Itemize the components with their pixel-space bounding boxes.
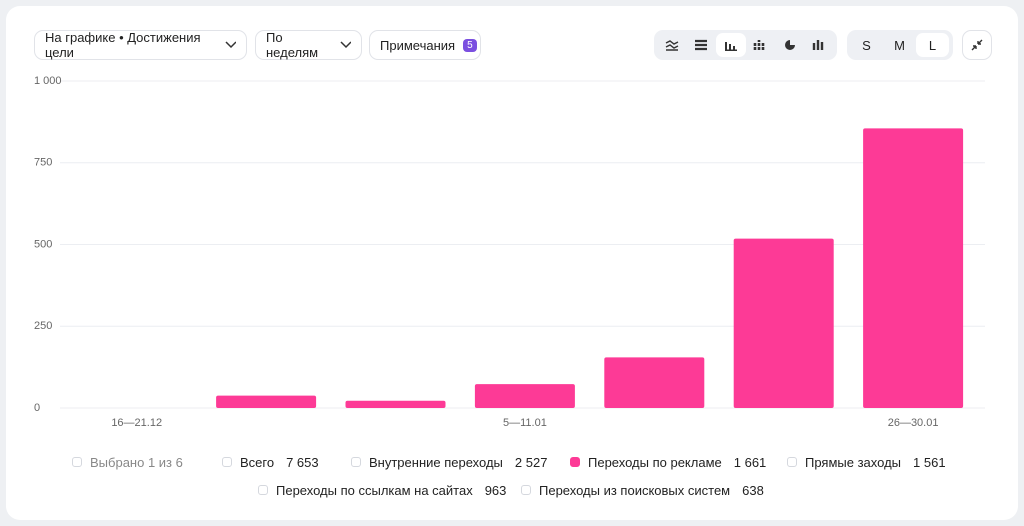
legend-total: 638 <box>742 482 764 498</box>
y-tick-label: 0 <box>34 402 40 414</box>
legend-name: Внутренние переходы <box>369 454 503 470</box>
x-tick-label: 16—21.12 <box>111 417 162 429</box>
legend-item[interactable]: Внутренние переходы 2 527 <box>351 454 547 470</box>
legend-total: 7 653 <box>286 454 319 470</box>
legend-summary: Выбрано 1 из 6 <box>72 454 183 470</box>
period-select[interactable]: По неделям <box>255 30 362 60</box>
x-tick-label: 26—30.01 <box>888 417 939 429</box>
bar <box>604 357 705 408</box>
legend-name: Переходы по рекламе <box>588 454 722 470</box>
legend-total: 1 561 <box>913 454 946 470</box>
collapse-button[interactable] <box>962 30 992 60</box>
bar-chart-icon[interactable] <box>716 33 746 57</box>
chevron <box>225 41 236 49</box>
stacked-bar-icon[interactable] <box>746 33 776 57</box>
checkbox[interactable] <box>521 485 531 495</box>
legend-total: 963 <box>484 482 507 498</box>
size-option[interactable]: L <box>916 33 949 57</box>
checkbox[interactable] <box>222 457 232 467</box>
notes-button[interactable]: Примечания 5 <box>369 30 481 60</box>
checkbox[interactable] <box>258 485 268 495</box>
y-tick-label: 250 <box>34 320 52 332</box>
column-icon[interactable] <box>805 33 835 57</box>
legend-total: 2 527 <box>514 454 548 470</box>
bar <box>733 238 834 408</box>
summary-text: Выбрано 1 из 6 <box>90 454 183 470</box>
size-option[interactable]: M <box>894 37 905 53</box>
checkbox[interactable] <box>570 457 580 467</box>
legend-name: Прямые заходы <box>805 454 902 470</box>
y-tick-label: 750 <box>34 157 52 169</box>
bar <box>216 395 317 408</box>
bar <box>474 384 575 408</box>
checkbox[interactable] <box>351 457 361 467</box>
area-chart-icon[interactable] <box>657 33 687 57</box>
legend-item[interactable]: Переходы из поисковых систем 638 <box>521 482 764 498</box>
checkbox[interactable] <box>72 457 82 467</box>
stacked-area-icon[interactable] <box>687 33 717 57</box>
y-tick-label: 1 000 <box>34 75 62 87</box>
bar <box>863 128 964 409</box>
legend-item[interactable]: Прямые заходы 1 561 <box>787 454 946 470</box>
goal-select-text: На графике • Достижения цели <box>45 30 201 60</box>
goal-select[interactable]: На графике • Достижения цели <box>34 30 247 60</box>
legend-name: Всего <box>240 454 275 470</box>
y-tick-label: 500 <box>34 238 52 250</box>
legend-name: Переходы по ссылкам на сайтах <box>276 482 473 498</box>
x-tick-label: 5—11.01 <box>503 417 547 429</box>
legend-total: 1 661 <box>733 454 767 470</box>
legend-item[interactable]: Переходы по рекламе 1 661 <box>570 454 766 470</box>
bar <box>345 400 446 408</box>
chevron <box>340 41 351 49</box>
legend-item[interactable]: Всего 7 653 <box>222 454 319 470</box>
legend-name: Переходы из поисковых систем <box>539 482 731 498</box>
card: На графике • Достижения цели По неделям … <box>6 6 1018 520</box>
checkbox[interactable] <box>787 457 797 467</box>
size-option[interactable]: S <box>862 37 871 53</box>
notes-badge: 5 <box>463 38 477 52</box>
pie-chart-icon[interactable] <box>775 33 805 57</box>
period-select-text: По неделям <box>266 30 319 60</box>
chart-type-group <box>654 30 837 60</box>
legend-item[interactable]: Переходы по ссылкам на сайтах 963 <box>258 482 506 498</box>
notes-text: Примечания <box>380 37 456 53</box>
